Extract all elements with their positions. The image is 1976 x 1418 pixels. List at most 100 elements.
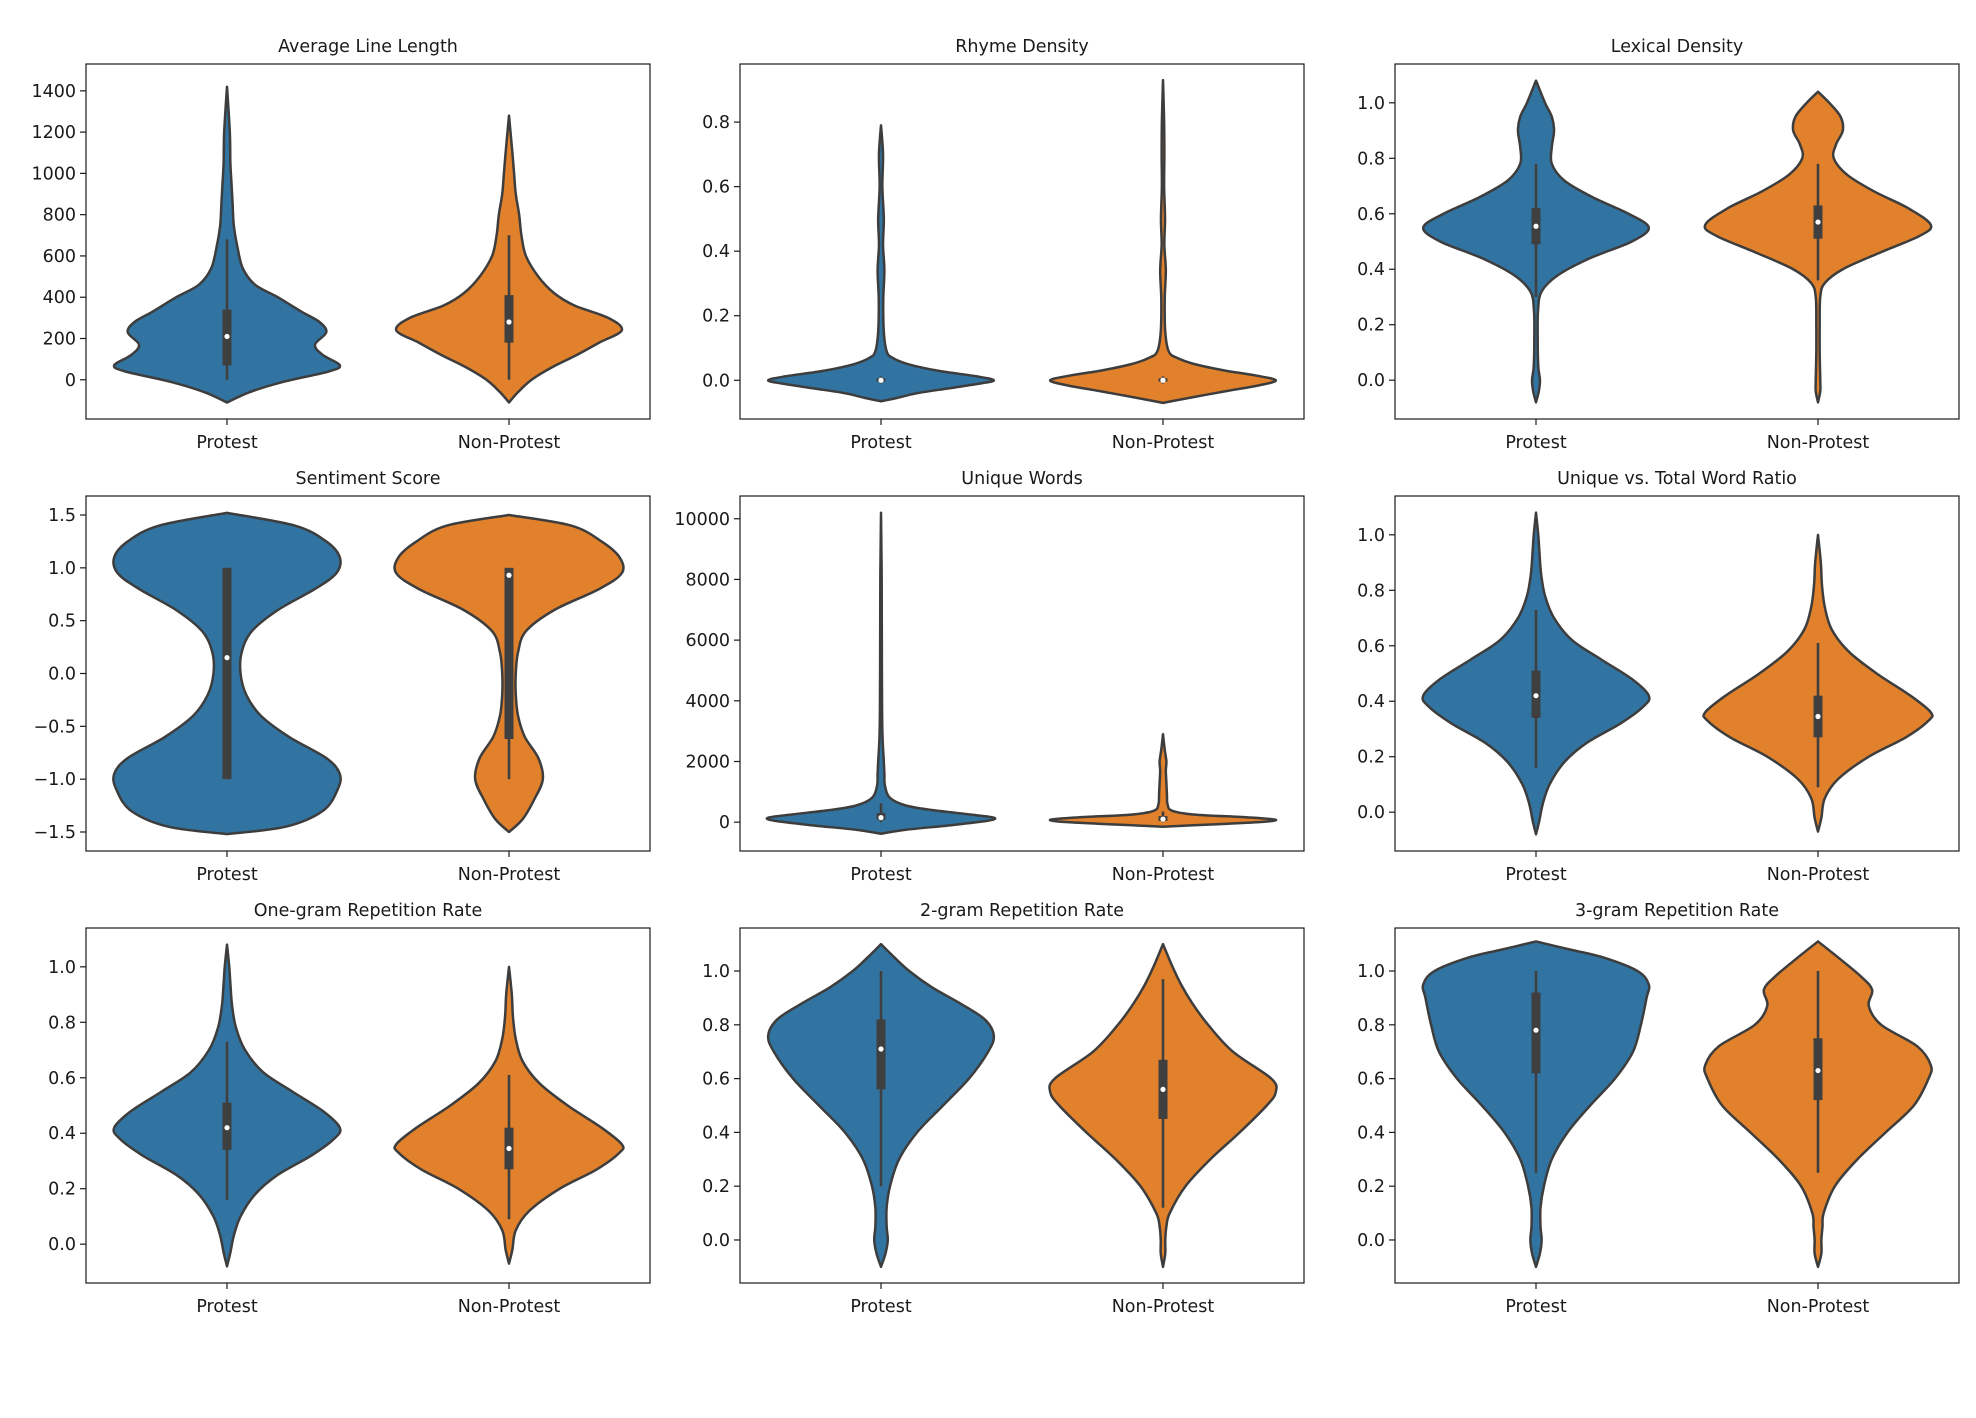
iqr-box	[222, 567, 232, 780]
y-tick-label: 0.2	[702, 1177, 730, 1197]
median-point	[1815, 1067, 1821, 1074]
y-tick-label: 1.0	[702, 962, 730, 982]
subplot-title: 3-gram Repetition Rate	[1575, 901, 1779, 921]
y-tick-label: 0.0	[1357, 371, 1385, 391]
y-tick-label: 0.8	[48, 1013, 76, 1033]
axes-frame	[739, 63, 1305, 420]
y-tick-label: 0.2	[702, 307, 730, 327]
y-tick-label: 0.6	[1357, 1070, 1385, 1090]
y-tick-label: 0.8	[1357, 1016, 1385, 1036]
violin-protest	[766, 124, 996, 403]
y-tick-label: 0.2	[1357, 1177, 1385, 1197]
subplot-title: 2-gram Repetition Rate	[920, 901, 1124, 921]
y-tick-label: 0.8	[702, 1016, 730, 1036]
y-tick-label: 0.4	[702, 1123, 730, 1143]
y-tick-label: 1000	[31, 164, 76, 184]
median-point	[878, 1046, 884, 1052]
median-point	[224, 655, 230, 661]
y-tick-label: 1.0	[48, 958, 76, 978]
axes-frame	[1394, 495, 1960, 852]
median-point	[878, 815, 884, 821]
x-tick-label: Protest	[196, 433, 258, 453]
y-tick-label: 6000	[685, 631, 730, 651]
subplot-title: Unique vs. Total Word Ratio	[1557, 469, 1797, 489]
subplot-title: Lexical Density	[1611, 37, 1743, 57]
y-tick-label: 200	[43, 330, 76, 350]
x-tick-label: Protest	[850, 865, 912, 885]
y-tick-label: 400	[43, 288, 76, 308]
x-tick-label: Non-Protest	[1112, 1297, 1215, 1317]
y-tick-label: 8000	[685, 570, 730, 590]
x-tick-label: Protest	[850, 1297, 912, 1317]
subplot-6: Unique vs. Total Word Ratio 0.0 0.2 0.4 0.6 0…	[1357, 469, 1960, 885]
x-tick-label: Non-Protest	[1112, 865, 1215, 885]
y-tick-label: 0.2	[1357, 748, 1385, 768]
y-tick-label: 4000	[685, 692, 730, 712]
x-tick-label: Non-Protest	[1767, 433, 1870, 453]
x-tick-label: Non-Protest	[458, 1297, 561, 1317]
subplot-title: Rhyme Density	[955, 37, 1089, 57]
y-tick-label: 800	[43, 206, 76, 226]
median-point	[1160, 377, 1166, 383]
iqr-box	[504, 295, 514, 343]
x-tick-label: Protest	[196, 1297, 258, 1317]
y-tick-label: 1.0	[1357, 526, 1385, 546]
axes-frame	[85, 63, 651, 420]
median-point	[878, 377, 884, 383]
y-tick-label: −1.5	[34, 823, 77, 843]
iqr-box	[504, 567, 514, 740]
y-tick-label: 0	[719, 813, 730, 833]
median-point	[1160, 1086, 1166, 1092]
y-tick-label: 0.2	[1357, 316, 1385, 336]
y-tick-label: 600	[43, 247, 76, 267]
x-tick-label: Non-Protest	[1767, 1297, 1870, 1317]
y-tick-label: 1.0	[1357, 962, 1385, 982]
subplot-7: One-gram Repetition Rate 0.0 0.2 0.4 0.6 0.8 1…	[48, 901, 651, 1317]
median-point	[1533, 223, 1539, 229]
axes-frame	[1394, 927, 1960, 1284]
y-tick-label: 0.5	[48, 612, 76, 632]
x-tick-label: Non-Protest	[1112, 433, 1215, 453]
y-tick-label: 0.0	[702, 1231, 730, 1251]
subplot-8: 2-gram Repetition Rate 0.0 0.2 0.4 0.6 0.8 1.0…	[702, 901, 1305, 1317]
subplot-1: Average Line Length 0 200 400 600 800 1000 1200…	[31, 37, 651, 453]
violin-non-protest	[1048, 78, 1278, 405]
y-tick-label: 0.6	[48, 1069, 76, 1089]
y-tick-label: 1.0	[48, 559, 76, 579]
subplot-5: Unique Words 0 2000 4000 6000 8000 10000 Protes…	[674, 469, 1305, 885]
median-point	[1533, 693, 1539, 699]
y-tick-label: 0.4	[1357, 692, 1385, 712]
iqr-box	[876, 1019, 886, 1090]
x-tick-label: Protest	[850, 433, 912, 453]
axes-frame	[85, 495, 651, 852]
y-tick-label: 0.0	[1357, 1231, 1385, 1251]
axes-frame	[1394, 63, 1960, 420]
median-point	[1160, 816, 1166, 822]
axes-frame	[739, 495, 1305, 852]
y-tick-label: 1.0	[1357, 94, 1385, 114]
y-tick-label: 0.8	[1357, 149, 1385, 169]
x-tick-label: Protest	[1505, 1297, 1567, 1317]
subplot-2: Rhyme Density 0.0 0.2 0.4 0.6 0.8 Protest Non-P…	[702, 37, 1305, 453]
violin-protest	[765, 511, 997, 835]
y-tick-label: 0.4	[702, 242, 730, 262]
median-point	[1533, 1027, 1539, 1033]
y-tick-label: 0.8	[1357, 581, 1385, 601]
x-tick-label: Protest	[196, 865, 258, 885]
y-tick-label: 1200	[31, 123, 76, 143]
subplot-title: Sentiment Score	[295, 469, 440, 489]
y-tick-label: 0.0	[1357, 803, 1385, 823]
x-tick-label: Non-Protest	[458, 865, 561, 885]
x-tick-label: Protest	[1505, 865, 1567, 885]
y-tick-label: 0.6	[702, 1070, 730, 1090]
y-tick-label: 0.4	[48, 1124, 76, 1144]
median-point	[1815, 219, 1821, 225]
median-point	[1815, 713, 1821, 720]
violin-non-protest	[1048, 732, 1278, 828]
axes-frame	[739, 927, 1305, 1284]
median-point	[224, 333, 230, 340]
y-tick-label: 1.5	[48, 506, 76, 526]
y-tick-label: 0.6	[1357, 637, 1385, 657]
y-tick-label: 0.4	[1357, 1123, 1385, 1143]
y-tick-label: 0.4	[1357, 260, 1385, 280]
